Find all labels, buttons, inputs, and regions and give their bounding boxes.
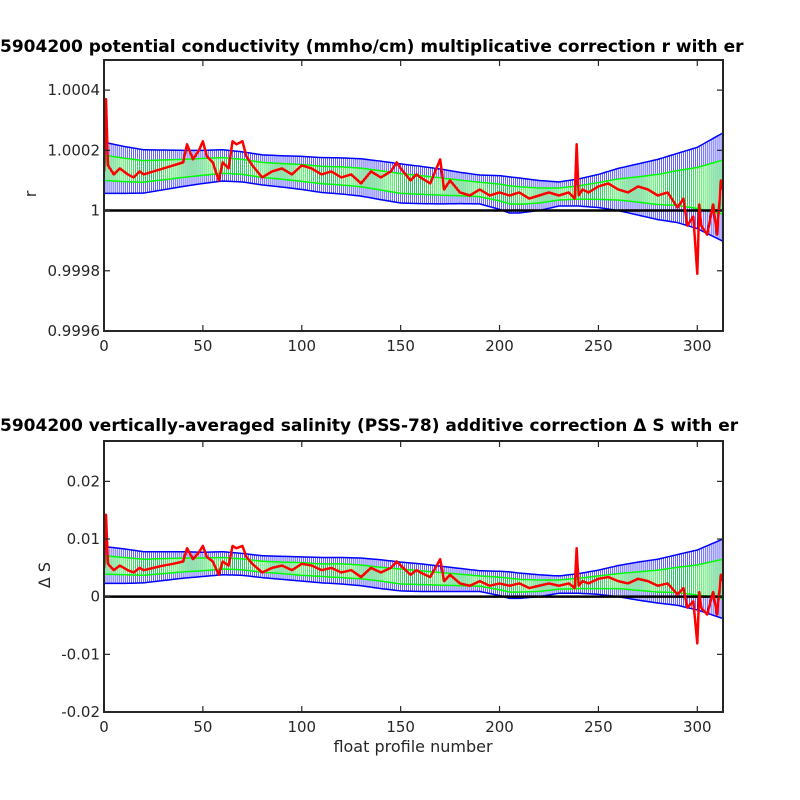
y-tick-label: 0.9998 [48,262,101,280]
x-tick-label: 200 [485,337,514,355]
x-tick-label: 300 [683,337,712,355]
x-tick-label: 50 [193,718,212,736]
x-tick-label: 100 [287,337,316,355]
x-tick-label: 0 [99,337,109,355]
x-tick-label: 250 [584,718,613,736]
x-tick-label: 150 [386,718,415,736]
axes-frame [103,440,724,713]
y-axis-label: Δ S [35,562,54,588]
x-axis-label: float profile number [333,737,493,756]
tick-labels: 0 50 100 150 200 250 300 0.9996 0.9998 1 1.0002 1.0… [48,81,712,355]
y-tick-label: 0 [90,588,100,606]
y-tick-label: -0.01 [61,645,100,663]
error-bar-outer-upper-edge [104,132,723,183]
x-tick-label: 50 [193,337,212,355]
y-tick-label: -0.02 [61,703,100,721]
plot-area [103,440,724,713]
error-bar-inner-lower-edge [104,568,723,600]
y-tick-label: 0.01 [67,530,100,548]
x-tick-label: 0 [99,718,109,736]
chart-conductivity-correction: 5904200 potential conductivity (mmho/cm)… [0,37,744,355]
chart-title: 5904200 potential conductivity (mmho/cm)… [0,37,744,57]
x-tick-label: 250 [584,337,613,355]
series-line [104,513,723,645]
plot-content [104,97,723,276]
plot-area [103,59,724,332]
chart-salinity-correction: 5904200 vertically-averaged salinity (PS… [0,416,739,756]
plot-content [104,513,723,645]
y-tick-label: 1 [90,202,100,220]
series-line [104,97,723,276]
x-tick-label: 100 [287,718,316,736]
tick-labels: 0 50 100 150 200 250 300 -0.02 -0.01 0 0.01 0.02 [61,472,711,736]
axes-frame [103,59,724,332]
y-tick-label: 1.0002 [48,141,101,159]
y-tick-label: 0.02 [67,472,100,490]
error-bar-outer-upper-edge [104,538,723,577]
x-tick-label: 150 [386,337,415,355]
x-tick-label: 200 [485,718,514,736]
error-bar-inner-group [104,154,723,215]
error-bar-inner-lower-edge [104,172,723,215]
y-tick-label: 0.9996 [48,322,101,340]
chart-title: 5904200 vertically-averaged salinity (PS… [0,416,739,436]
y-axis-label: r [21,190,40,197]
x-tick-label: 300 [683,718,712,736]
y-tick-label: 1.0004 [48,81,101,99]
